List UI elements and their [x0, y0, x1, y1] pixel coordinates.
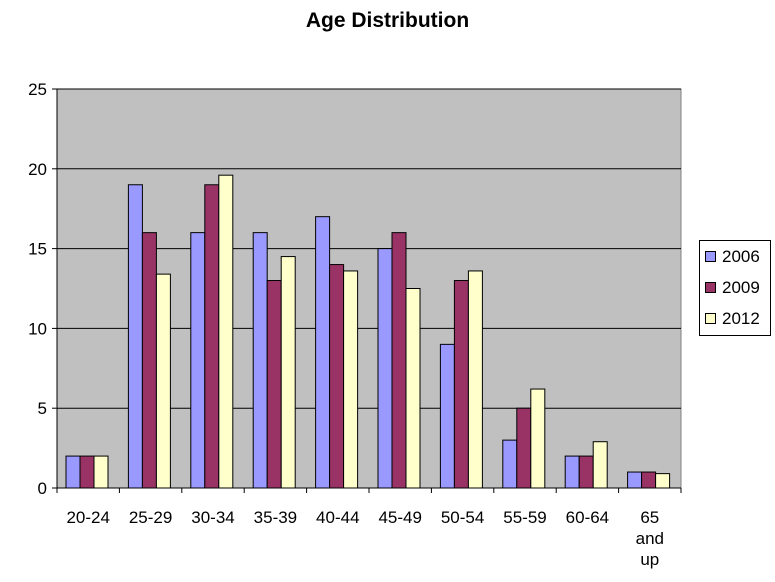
bar-2006-45-49: [377, 248, 393, 489]
bar-2009-20-24: [79, 455, 95, 489]
chart-legend: 2006 2009 2012: [699, 240, 771, 336]
bar-2012-45-49: [405, 288, 421, 489]
bar-2006-65-and-up: [627, 471, 643, 489]
bar-2012-30-34: [218, 174, 234, 489]
bar-2012-60-64: [592, 441, 608, 489]
legend-item-2012: 2012: [700, 303, 770, 334]
legend-item-2006: 2006: [700, 241, 770, 272]
bar-2009-65-and-up: [641, 471, 657, 489]
chart-title: Age Distribution: [305, 9, 470, 32]
bar-2012-20-24: [93, 455, 109, 489]
bar-2009-55-59: [516, 407, 532, 489]
bar-2009-45-49: [391, 232, 407, 489]
legend-swatch: [705, 282, 716, 293]
bar-2006-40-44: [315, 216, 331, 489]
y-tick-label: 15: [28, 240, 47, 259]
x-tick-label: 25-29: [129, 508, 172, 527]
legend-label: 2009: [722, 277, 760, 297]
bar-2012-40-44: [343, 270, 359, 489]
legend-label: 2012: [722, 308, 760, 328]
y-tick-label: 10: [28, 319, 47, 338]
x-tick-label: 65 and up: [636, 508, 664, 569]
legend-label: 2006: [722, 246, 760, 266]
y-tick-label: 20: [28, 160, 47, 179]
legend-swatch: [705, 313, 716, 324]
y-tick-label: 5: [38, 399, 47, 418]
bar-2012-65-and-up: [655, 473, 671, 489]
bar-2009-40-44: [329, 264, 345, 489]
x-tick-label: 40-44: [316, 508, 359, 527]
x-tick-label: 45-49: [378, 508, 421, 527]
bar-2006-60-64: [564, 455, 580, 489]
bar-2009-60-64: [578, 455, 594, 489]
x-tick-label: 20-24: [66, 508, 109, 527]
legend-swatch: [705, 251, 716, 262]
x-tick-label: 35-39: [254, 508, 297, 527]
y-tick-label: 25: [28, 80, 47, 99]
y-tick-label: 0: [38, 479, 47, 498]
x-tick-label: 60-64: [566, 508, 609, 527]
bar-2006-35-39: [252, 232, 268, 489]
bar-2009-35-39: [266, 280, 282, 489]
bar-2012-55-59: [530, 388, 546, 489]
bar-2012-50-54: [467, 270, 483, 489]
bar-2009-30-34: [204, 184, 220, 489]
bar-2006-55-59: [502, 439, 518, 489]
x-tick-label: 55-59: [503, 508, 546, 527]
legend-item-2009: 2009: [700, 272, 770, 303]
bar-2006-20-24: [65, 455, 81, 489]
bar-2006-50-54: [439, 343, 455, 489]
bar-2009-50-54: [453, 280, 469, 489]
bar-2006-30-34: [190, 232, 206, 489]
bar-2009-25-29: [141, 232, 157, 489]
bar-2006-25-29: [127, 184, 143, 489]
bar-2012-25-29: [155, 273, 171, 489]
x-tick-label: 30-34: [191, 508, 234, 527]
bar-2012-35-39: [280, 256, 296, 489]
x-tick-label: 50-54: [441, 508, 484, 527]
